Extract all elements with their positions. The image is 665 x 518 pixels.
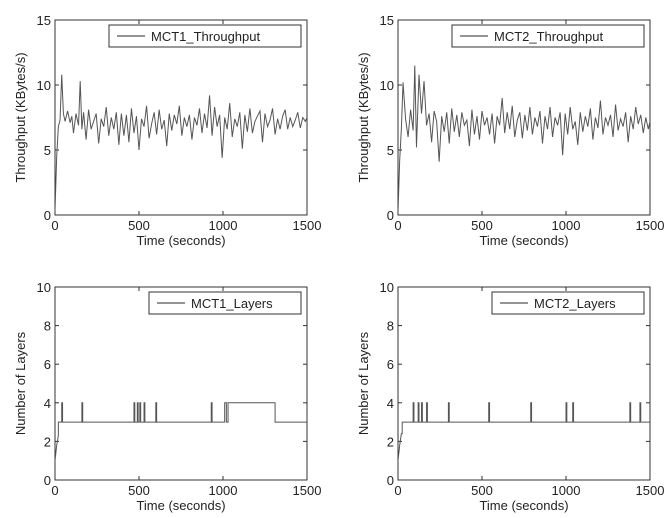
x-tick-label: 500 — [128, 483, 150, 498]
x-axis-label: Time (seconds) — [479, 233, 568, 248]
y-axis-label: Throughput (KBytes/s) — [13, 52, 28, 182]
y-tick-label: 2 — [44, 434, 51, 449]
y-tick-label: 0 — [387, 208, 394, 223]
series-line-MCT1_Throughput — [55, 74, 307, 212]
plot-frame — [54, 19, 308, 216]
series-line-MCT2_Throughput — [398, 65, 650, 213]
plot-frame — [397, 19, 651, 216]
y-tick-label: 5 — [44, 143, 51, 158]
x-tick-label: 1000 — [552, 218, 581, 233]
x-tick-label: 1000 — [209, 218, 238, 233]
y-tick-label: 6 — [44, 357, 51, 372]
x-tick-label: 500 — [471, 218, 493, 233]
x-tick-label: 1500 — [293, 218, 322, 233]
y-tick-label: 10 — [380, 280, 394, 295]
chart-panel-3: 0 500 1000 1500 0 2 4 6 8 10 Time (seconds) Number … — [13, 280, 321, 513]
series-line-MCT1_Layers — [55, 402, 307, 461]
legend: MCT2_Layers — [491, 291, 645, 315]
x-tick-label: 500 — [128, 218, 150, 233]
plot-frame — [397, 286, 651, 481]
chart-panel-4: 0 500 1000 1500 0 2 4 6 8 10 Time (seconds) Number … — [356, 280, 664, 513]
y-axis-label: Number of Layers — [356, 331, 371, 435]
x-tick-label: 1500 — [636, 218, 665, 233]
x-axis-label: Time (seconds) — [479, 498, 568, 513]
x-tick-label: 1500 — [293, 483, 322, 498]
y-tick-label: 0 — [44, 473, 51, 488]
legend: MCT1_Layers — [148, 291, 302, 315]
x-tick-label: 500 — [471, 483, 493, 498]
legend-box — [451, 24, 645, 48]
y-tick-label: 2 — [387, 434, 394, 449]
y-tick-label: 8 — [387, 319, 394, 334]
chart-panel-1: 0 500 1000 1500 0 5 10 15 Time (seconds) Throughp… — [13, 13, 321, 248]
x-tick-label: 0 — [51, 218, 58, 233]
chart-panel-2: 0 500 1000 1500 0 5 10 15 Time (seconds) Throughp… — [356, 13, 664, 248]
legend-label: MCT2_Layers — [534, 296, 616, 311]
x-tick-label: 0 — [394, 483, 401, 498]
y-tick-label: 0 — [44, 208, 51, 223]
y-axis-label: Throughput (KBytes/s) — [356, 52, 371, 182]
y-tick-label: 10 — [37, 280, 51, 295]
series-line-MCT2_Layers — [398, 402, 650, 461]
legend-box — [148, 291, 302, 315]
y-tick-label: 5 — [387, 143, 394, 158]
y-tick-label: 4 — [44, 396, 51, 411]
legend: MCT1_Throughput — [108, 24, 302, 48]
x-tick-label: 1000 — [552, 483, 581, 498]
legend-box — [491, 291, 645, 315]
x-tick-label: 0 — [51, 483, 58, 498]
x-axis-label: Time (seconds) — [136, 498, 225, 513]
y-tick-label: 15 — [380, 13, 394, 28]
y-tick-label: 4 — [387, 396, 394, 411]
x-tick-label: 0 — [394, 218, 401, 233]
x-tick-label: 1500 — [636, 483, 665, 498]
legend-box — [108, 24, 302, 48]
plot-frame — [54, 286, 308, 481]
y-tick-label: 6 — [387, 357, 394, 372]
legend-label: MCT1_Layers — [191, 296, 273, 311]
y-tick-label: 15 — [37, 13, 51, 28]
y-tick-label: 8 — [44, 319, 51, 334]
legend: MCT2_Throughput — [451, 24, 645, 48]
y-tick-label: 10 — [37, 78, 51, 93]
y-tick-label: 10 — [380, 78, 394, 93]
legend-label: MCT2_Throughput — [494, 29, 603, 44]
legend-label: MCT1_Throughput — [151, 29, 260, 44]
y-tick-label: 0 — [387, 473, 394, 488]
y-axis-label: Number of Layers — [13, 331, 28, 435]
x-axis-label: Time (seconds) — [136, 233, 225, 248]
x-tick-label: 1000 — [209, 483, 238, 498]
